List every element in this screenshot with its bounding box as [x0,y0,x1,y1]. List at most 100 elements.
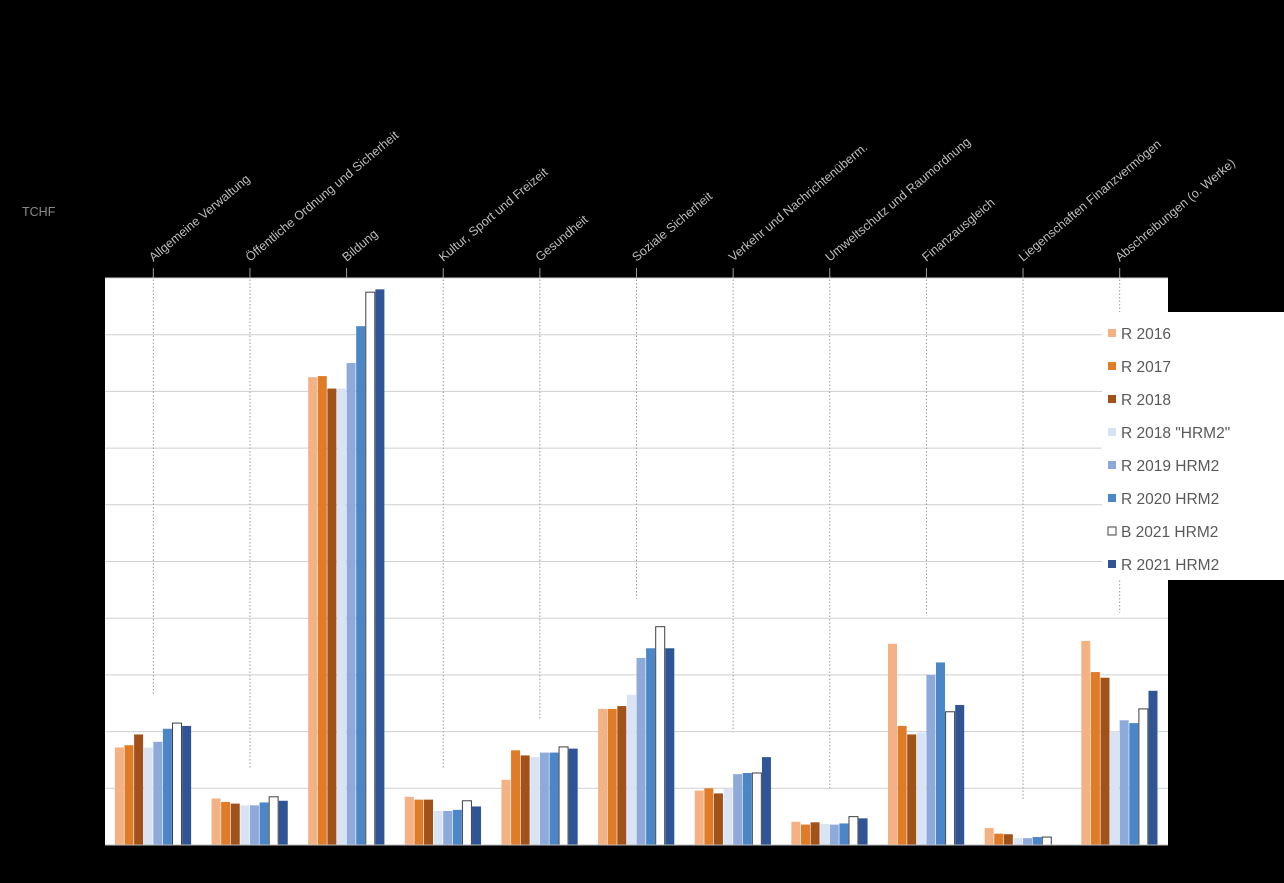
bar-2-5 [511,750,521,845]
bar-8-2 [278,800,288,845]
bar-5-1 [153,741,163,845]
bar-1-1 [114,747,124,845]
bar-2-11 [1090,672,1100,845]
category-label-6: Soziale Sicherheit [629,189,715,264]
bar-7-10 [1041,836,1052,846]
bar-3-2 [230,803,240,845]
legend-swatch-4 [1108,428,1116,436]
legend-label-2: R 2017 [1121,359,1171,376]
bar-6-1 [162,728,172,845]
category-label-4: Kultur, Sport und Freizeit [436,165,551,264]
bar-6-4 [452,809,462,845]
bar-7-11 [1138,708,1149,846]
legend-label-5: R 2019 HRM2 [1121,458,1219,475]
bar-4-4 [433,810,443,845]
legend-label-7: B 2021 HRM2 [1121,524,1218,541]
category-label-1: Allgemeine Verwaltung [146,172,252,264]
legend: R 2016 R 2017 R 2018 R 2018 "HRM2" R 2019 HR… [1107,326,1230,574]
bar-1-3 [308,377,318,845]
bar-5-5 [539,752,549,845]
bar-5-10 [1023,838,1033,845]
bar-2-6 [607,708,617,845]
bar-3-5 [520,755,530,845]
bar-7-7 [751,772,762,846]
bar-4-10 [1013,838,1023,845]
bar-1-2 [211,798,221,845]
bar-3-1 [134,734,144,845]
bar-2-2 [221,801,231,845]
legend-swatch-3 [1108,395,1116,403]
bar-7-1 [172,722,183,846]
bar-6-5 [549,752,559,845]
bar-1-6 [598,708,608,845]
bar-4-1 [143,747,153,845]
bar-7-8 [848,816,859,846]
legend-swatch-6 [1108,494,1116,502]
bar-6-11 [1129,723,1139,845]
bar-3-6 [617,706,627,845]
bar-5-7 [733,774,743,845]
bar-5-8 [829,824,839,845]
bar-3-7 [713,793,723,845]
bar-4-11 [1110,731,1120,845]
bar-2-1 [124,745,134,845]
legend-swatch-1 [1108,329,1116,337]
bar-6-8 [839,823,849,845]
bar-2-7 [704,788,714,845]
legend-swatch-5 [1108,461,1116,469]
legend-swatch-2 [1108,362,1116,370]
bar-2-10 [994,833,1004,845]
bar-8-3 [375,289,385,846]
bars [105,289,1168,846]
bar-5-6 [636,657,646,845]
bar-1-5 [501,779,511,845]
bar-6-6 [646,648,656,845]
legend-label-3: R 2018 [1121,392,1171,409]
bar-1-11 [1081,640,1091,845]
bar-7-9 [945,711,956,846]
bar-8-7 [761,757,771,845]
bar-8-9 [955,704,965,845]
bar-7-6 [655,626,666,846]
bar-7-2 [268,796,279,846]
bar-2-9 [897,725,907,845]
bar-7-4 [461,800,472,846]
legend-label-6: R 2020 HRM2 [1121,491,1219,508]
bar-4-6 [626,694,636,845]
category-label-3: Bildung [340,227,381,265]
bar-1-4 [404,796,414,845]
bar-8-8 [858,818,868,845]
bar-4-8 [820,824,830,845]
bar-5-11 [1119,720,1129,845]
bar-3-8 [810,822,820,845]
bar-1-7 [694,790,704,845]
bar-5-4 [443,810,453,845]
bar-6-9 [936,662,946,845]
bar-6-10 [1032,837,1042,845]
bar-5-3 [346,363,356,845]
bar-3-3 [327,388,337,845]
bar-4-7 [723,788,733,845]
category-label-2: Öffentliche Ordnung und Sicherheit [243,128,402,264]
bar-8-5 [568,748,578,845]
legend-swatch-8 [1108,560,1116,568]
bar-4-3 [336,388,346,845]
category-label-5: Gesundheit [533,212,591,264]
bar-8-11 [1148,690,1158,845]
bar-2-3 [317,376,327,845]
bar-8-4 [472,806,482,845]
bar-3-4 [424,799,434,845]
legend-label-1: R 2016 [1121,326,1171,343]
bar-8-1 [182,725,192,845]
y-axis-unit-label: TCHF [22,205,56,219]
bar-1-9 [888,643,898,845]
bar-3-10 [1003,834,1013,845]
bar-5-2 [249,805,259,845]
legend-label-4: R 2018 "HRM2" [1121,425,1230,442]
bar-1-8 [791,821,801,845]
legend-box [1102,312,1284,580]
bar-8-6 [665,648,675,845]
legend-swatch-7 [1107,526,1117,536]
